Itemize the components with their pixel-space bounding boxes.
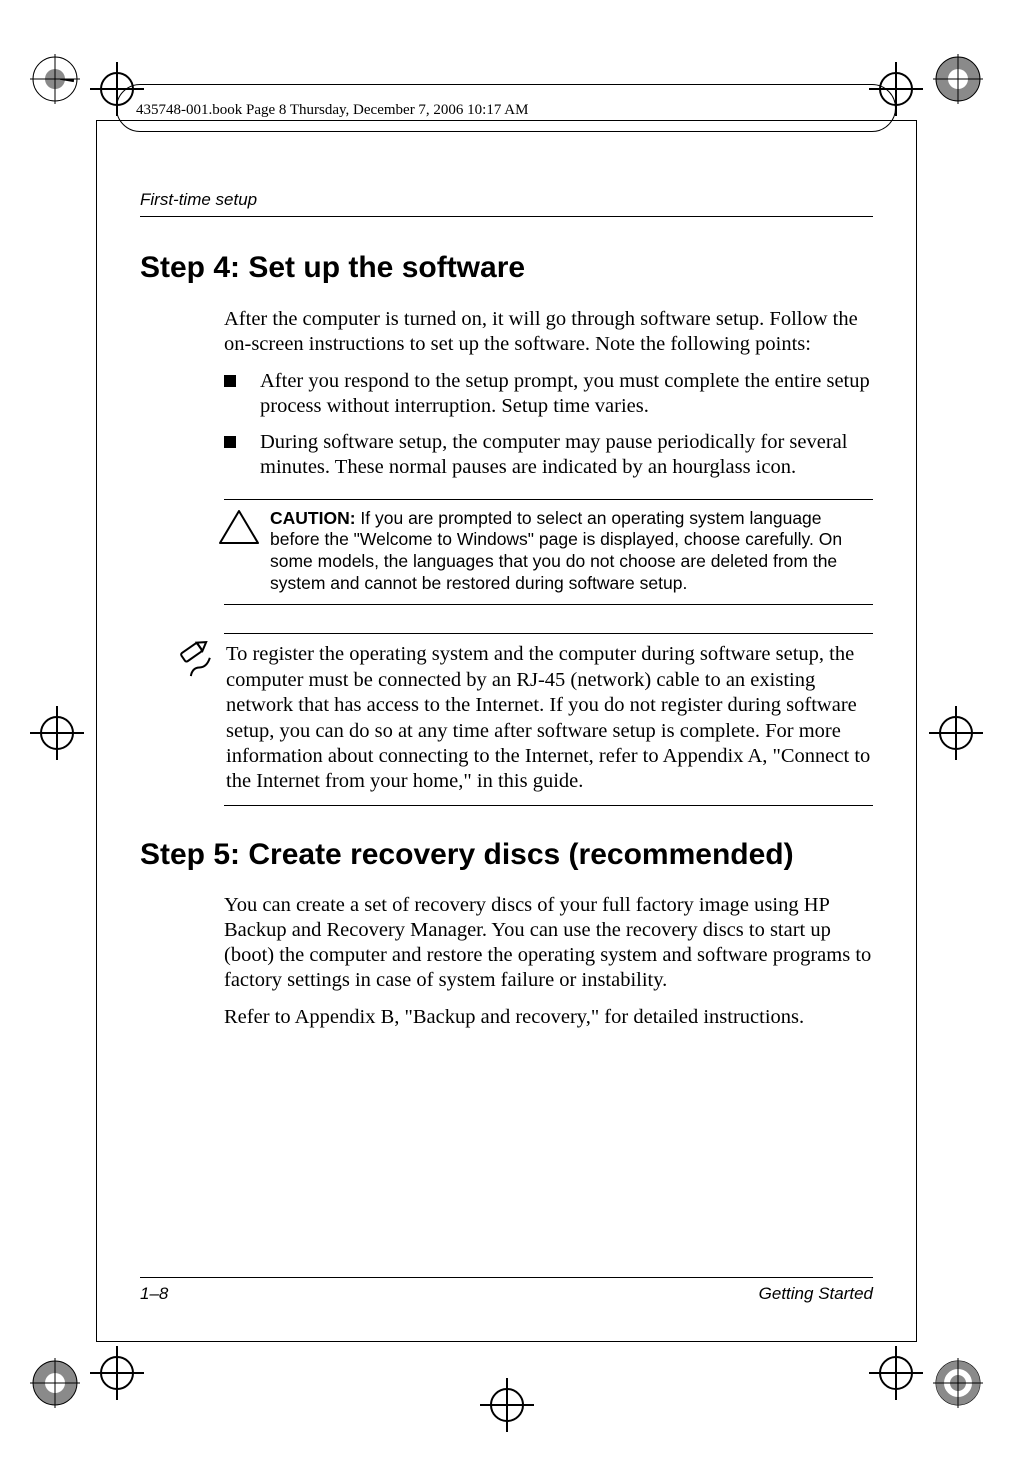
- list-item: During software setup, the computer may …: [224, 430, 873, 481]
- registration-mark-icon: [933, 1358, 983, 1408]
- pencil-note-icon: [176, 640, 216, 678]
- footer-book-title: Getting Started: [759, 1284, 873, 1304]
- bullet-square-icon: [224, 436, 236, 448]
- page-content: First-time setup Step 4: Set up the soft…: [140, 190, 873, 1292]
- step4-intro: After the computer is turned on, it will…: [224, 307, 873, 357]
- caution-triangle-icon: [218, 508, 260, 546]
- crosshair-icon: [90, 1346, 144, 1400]
- list-item: After you respond to the setup prompt, y…: [224, 369, 873, 420]
- caution-box: CAUTION: If you are prompted to select a…: [224, 499, 873, 606]
- bullet-square-icon: [224, 375, 236, 387]
- step5-body: You can create a set of recovery discs o…: [224, 893, 873, 1030]
- crosshair-icon: [929, 706, 983, 760]
- bullet-text: After you respond to the setup prompt, y…: [260, 370, 870, 417]
- step4-bullet-list: After you respond to the setup prompt, y…: [224, 369, 873, 481]
- note-text: To register the operating system and the…: [226, 643, 870, 792]
- step5-title: Step 5: Create recovery discs (recommend…: [140, 838, 873, 872]
- step4-body: After the computer is turned on, it will…: [224, 307, 873, 481]
- caution-text: If you are prompted to select an operati…: [270, 508, 842, 593]
- crosshair-icon: [480, 1378, 534, 1432]
- registration-mark-icon: [933, 54, 983, 104]
- page-footer: 1–8 Getting Started: [140, 1277, 873, 1304]
- registration-mark-icon: [30, 54, 80, 104]
- registration-mark-icon: [30, 1358, 80, 1408]
- crosshair-icon: [30, 706, 84, 760]
- footer-page-number: 1–8: [140, 1284, 168, 1304]
- step4-title: Step 4: Set up the software: [140, 251, 873, 285]
- caution-label: CAUTION:: [270, 508, 356, 528]
- step5-para1: You can create a set of recovery discs o…: [224, 893, 873, 993]
- bullet-text: During software setup, the computer may …: [260, 431, 847, 478]
- note-box: To register the operating system and the…: [224, 633, 873, 805]
- step5-para2: Refer to Appendix B, "Backup and recover…: [224, 1005, 873, 1030]
- header-file-line: 435748-001.book Page 8 Thursday, Decembe…: [136, 102, 528, 119]
- running-head: First-time setup: [140, 190, 873, 217]
- crosshair-icon: [869, 62, 923, 116]
- crosshair-icon: [869, 1346, 923, 1400]
